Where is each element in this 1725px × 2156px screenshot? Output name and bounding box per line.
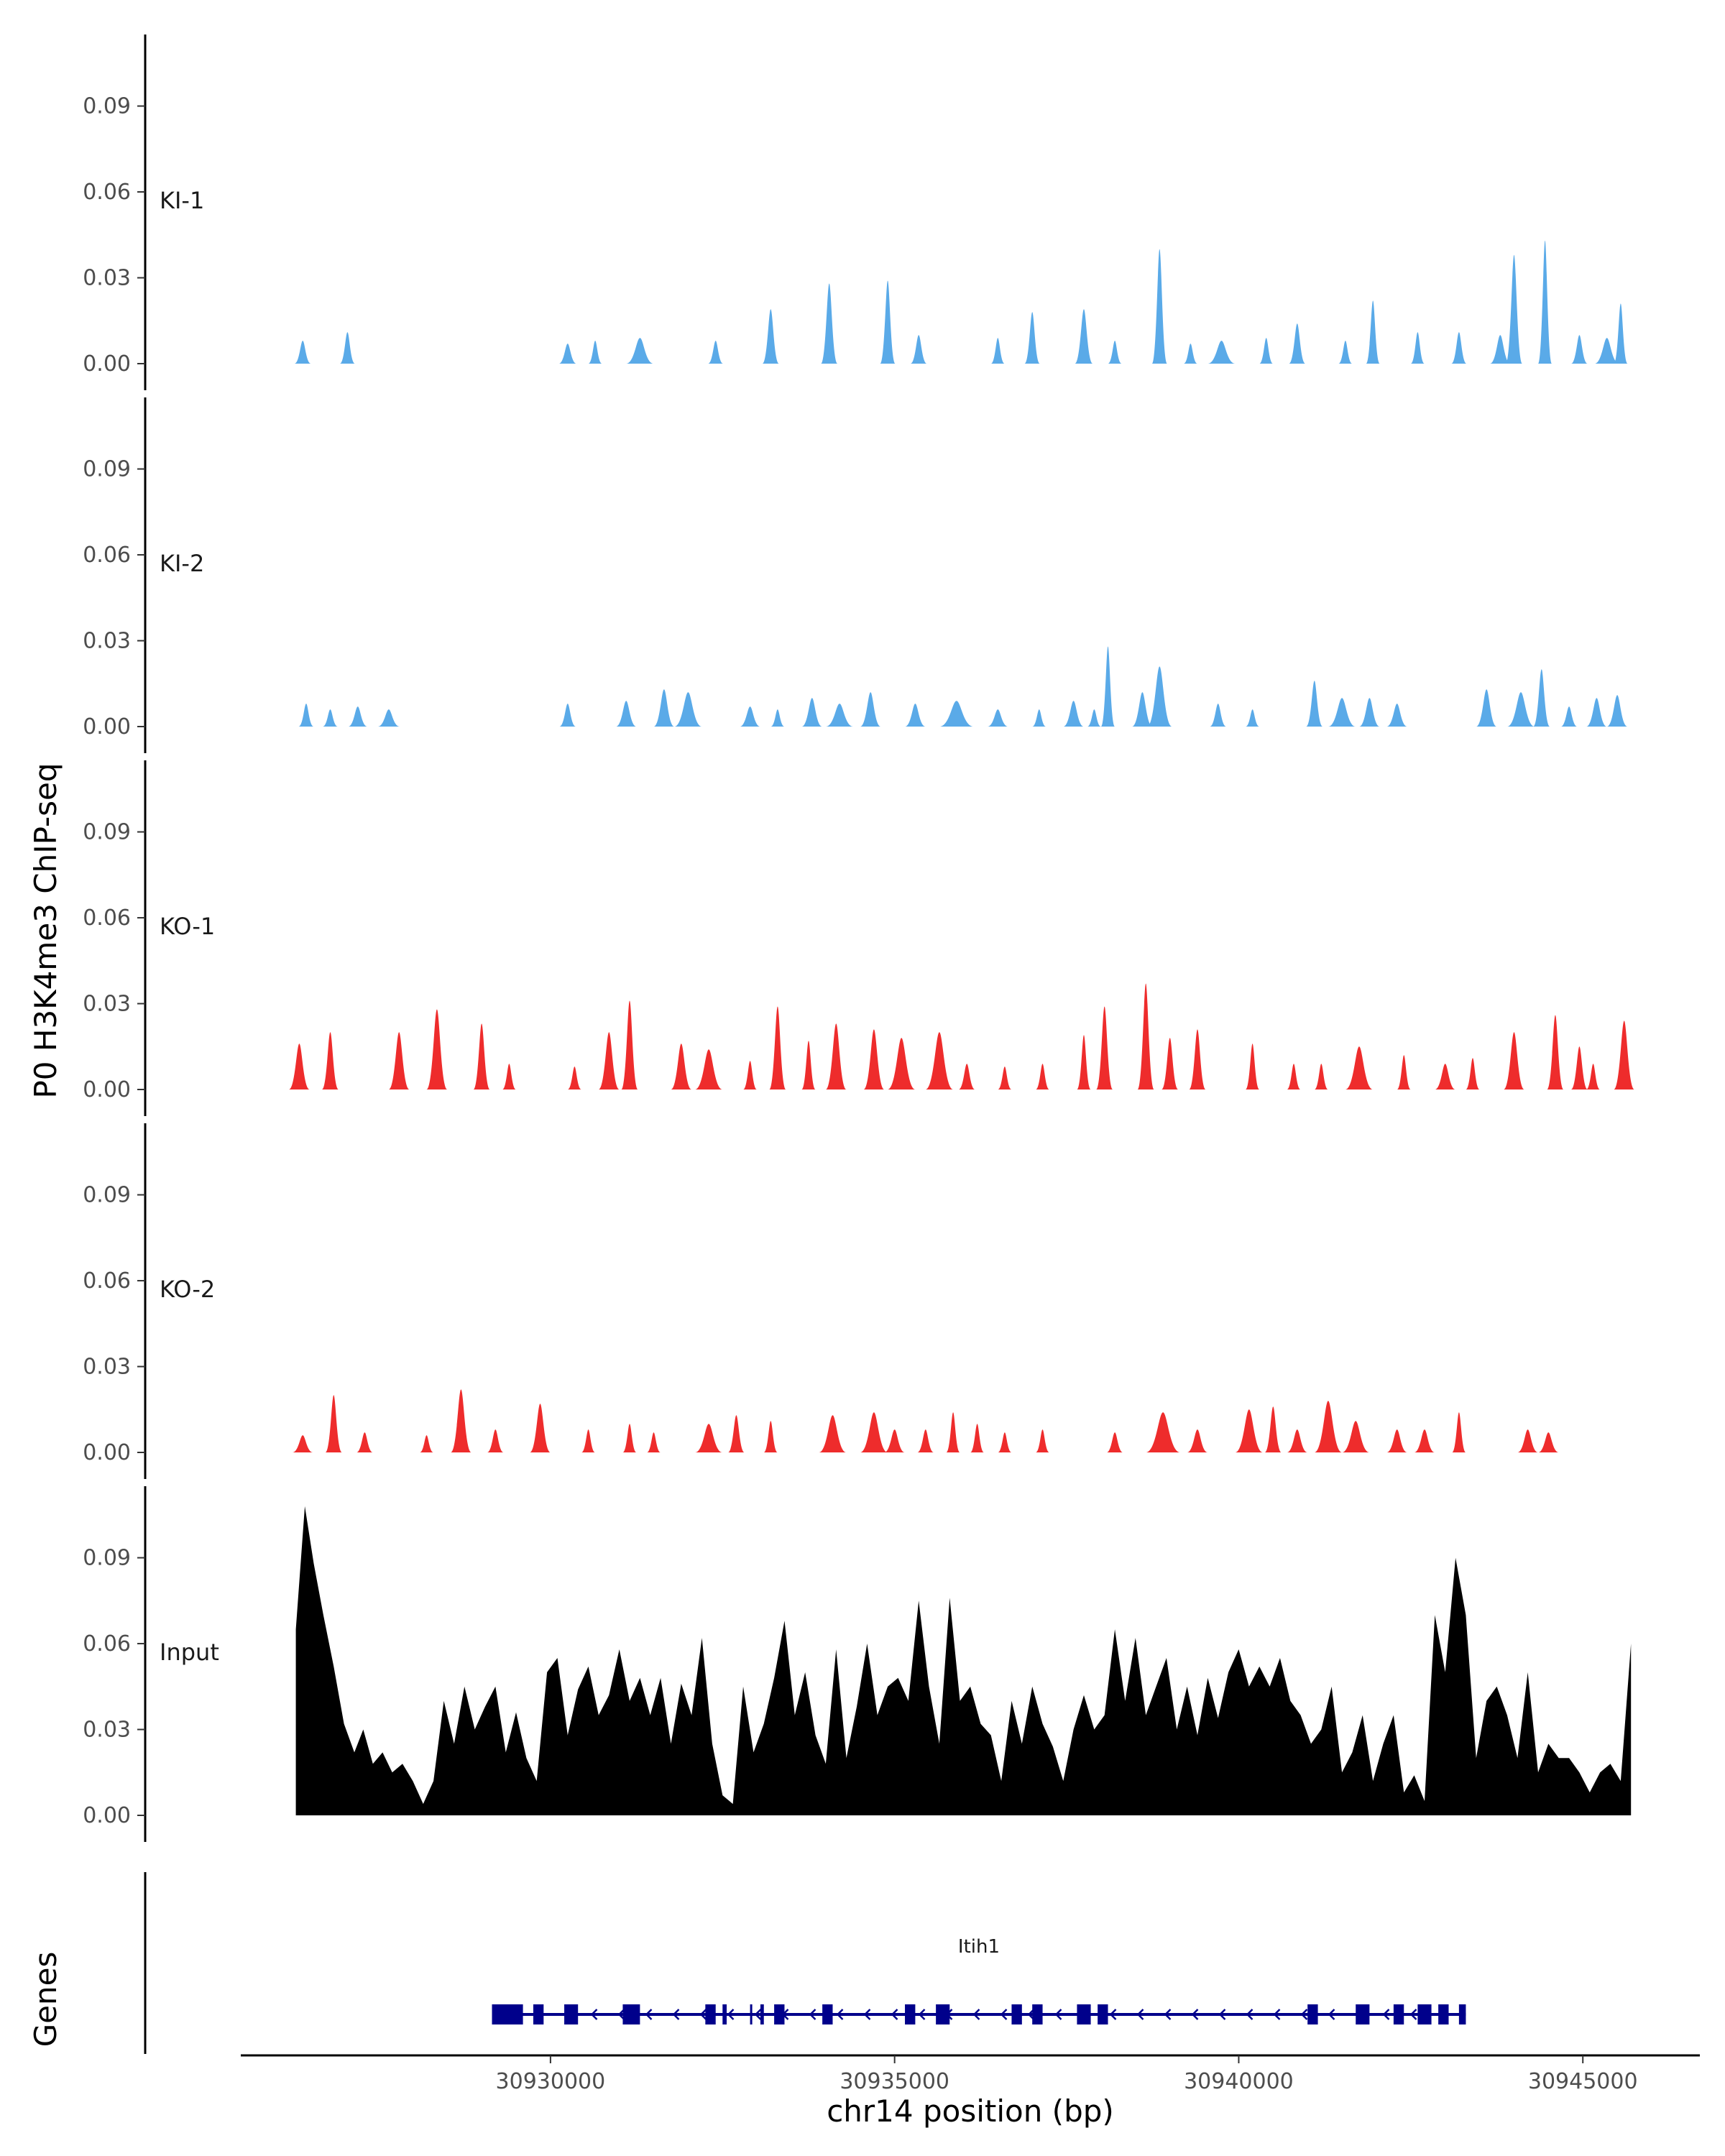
strand-arrow	[809, 2009, 816, 2020]
gene-exon	[760, 2004, 764, 2024]
y-tick-label: 0.03	[83, 629, 131, 654]
gene-name-label: Itih1	[958, 1936, 1000, 1958]
coverage-tracks: 0.00 0.03 0.06 0.09 KI-1 0.00 0.03 0.06 0.09 KI-2…	[83, 34, 1634, 1842]
y-tick-label: 0.09	[83, 94, 131, 119]
genes-panel: Itih1	[144, 1872, 1466, 2054]
strand-arrow	[1000, 2009, 1008, 2020]
y-tick-label: 0.03	[83, 266, 131, 291]
gene-itih1: Itih1	[492, 1936, 1466, 2024]
x-tick-label: 30935000	[840, 2069, 949, 2094]
x-axis: 30930000 30935000 30940000 30945000	[241, 2054, 1700, 2094]
y-tick-label: 0.06	[83, 1631, 131, 1657]
y-tick-label: 0.00	[83, 1803, 131, 1828]
genes-track-label: Genes	[28, 1952, 63, 2047]
strand-arrow	[891, 2009, 898, 2020]
y-tick-label: 0.00	[83, 1440, 131, 1465]
gene-exon	[1032, 2004, 1043, 2024]
coverage-area-input	[295, 1506, 1632, 1815]
track-ko-1: 0.00 0.03 0.06 0.09 KO-1	[83, 760, 1634, 1116]
track-input: 0.00 0.03 0.06 0.09 Input	[83, 1486, 1632, 1842]
gene-exon	[1438, 2004, 1449, 2024]
gene-exon	[1307, 2004, 1318, 2024]
x-axis-title: chr14 position (bp)	[827, 2093, 1114, 2129]
strand-arrow	[1054, 2009, 1062, 2020]
gene-exon	[722, 2004, 727, 2024]
strand-arrow	[863, 2009, 871, 2020]
strand-arrow	[1136, 2009, 1144, 2020]
track-label: KI-2	[160, 550, 204, 577]
y-tick-label: 0.09	[83, 457, 131, 482]
gene-exon	[1011, 2004, 1022, 2024]
y-tick-label: 0.06	[83, 1268, 131, 1294]
track-ko-2: 0.00 0.03 0.06 0.09 KO-2	[83, 1123, 1559, 1479]
gene-exon	[492, 2004, 523, 2024]
track-ki-1: 0.00 0.03 0.06 0.09 KI-1	[83, 34, 1628, 390]
gene-exon	[1098, 2004, 1108, 2024]
strand-arrow	[1109, 2009, 1117, 2020]
gene-exon	[1393, 2004, 1404, 2024]
strand-arrow	[972, 2009, 980, 2020]
x-tick-label: 30945000	[1528, 2069, 1638, 2094]
track-ki-2: 0.00 0.03 0.06 0.09 KI-2	[83, 397, 1628, 753]
strand-arrow	[754, 2009, 762, 2020]
y-tick-label: 0.03	[83, 1355, 131, 1380]
strand-arrow	[727, 2009, 735, 2020]
x-tick-label: 30930000	[496, 2069, 606, 2094]
gene-exon	[1458, 2004, 1466, 2024]
gene-exon	[564, 2004, 579, 2024]
track-label: KO-2	[160, 1276, 215, 1303]
coverage-area-ko-2	[292, 1389, 1559, 1452]
gene-exon	[822, 2004, 833, 2024]
gene-exon	[705, 2004, 716, 2024]
y-tick-label: 0.00	[83, 351, 131, 377]
y-tick-label: 0.03	[83, 1718, 131, 1743]
gene-exon	[1077, 2004, 1091, 2024]
gene-exon	[905, 2004, 916, 2024]
y-tick-label: 0.00	[83, 714, 131, 740]
strand-arrow	[1273, 2009, 1281, 2020]
strand-arrow	[1382, 2009, 1390, 2020]
strand-arrow	[617, 2009, 625, 2020]
gene-exon	[750, 2004, 753, 2024]
strand-arrow	[836, 2009, 844, 2020]
track-label: KO-1	[160, 913, 215, 940]
gene-exon	[533, 2004, 544, 2024]
gene-exon	[1417, 2004, 1432, 2024]
track-label: KI-1	[160, 187, 204, 214]
strand-arrow	[590, 2009, 598, 2020]
y-tick-label: 0.09	[83, 820, 131, 845]
y-tick-label: 0.09	[83, 1546, 131, 1571]
y-tick-label: 0.00	[83, 1077, 131, 1102]
gene-exon	[774, 2004, 785, 2024]
strand-arrow	[699, 2009, 707, 2020]
y-tick-label: 0.06	[83, 906, 131, 931]
gene-exon	[1356, 2004, 1370, 2024]
gene-exon	[622, 2004, 640, 2024]
strand-arrow	[1300, 2009, 1308, 2020]
strand-arrow	[672, 2009, 680, 2020]
gene-exon	[936, 2004, 950, 2024]
strand-arrow	[918, 2009, 926, 2020]
y-tick-label: 0.03	[83, 992, 131, 1017]
y-tick-label: 0.09	[83, 1183, 131, 1208]
strand-arrow	[1246, 2009, 1254, 2020]
y-tick-label: 0.06	[83, 180, 131, 205]
strand-arrow	[1027, 2009, 1035, 2020]
strand-arrow	[645, 2009, 653, 2020]
strand-arrow	[1191, 2009, 1199, 2020]
y-axis-title: P0 H3K4me3 ChIP-seq	[28, 763, 63, 1098]
strand-arrow	[1409, 2009, 1417, 2020]
strand-arrow	[1218, 2009, 1226, 2020]
y-tick-label: 0.06	[83, 543, 131, 568]
strand-arrow	[1328, 2009, 1335, 2020]
x-tick-label: 30940000	[1184, 2069, 1294, 2094]
strand-arrow	[1164, 2009, 1172, 2020]
track-label: Input	[160, 1639, 219, 1666]
